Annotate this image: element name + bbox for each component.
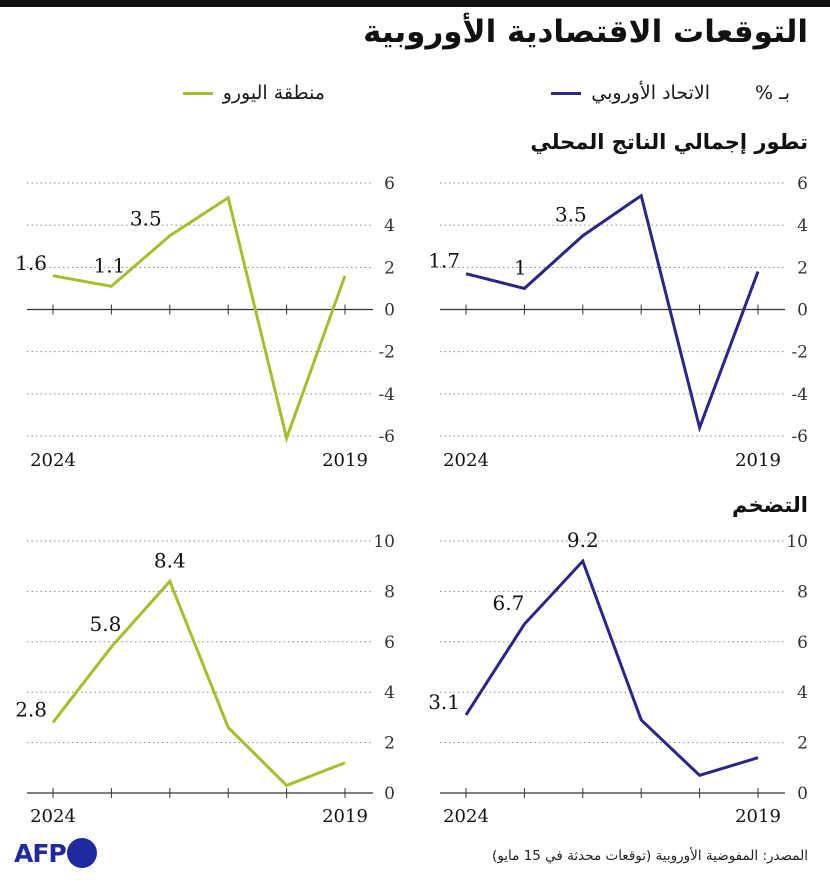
gdp-eurozone-data-label: 1.1: [93, 253, 125, 277]
inflation-eu-data-label: 9.2: [567, 528, 599, 552]
afp-logo-text: AFP: [14, 838, 67, 868]
inflation-eu-ytick-label: 4: [797, 683, 808, 703]
inflation-eurozone-data-label: 5.8: [89, 612, 121, 636]
inflation-eurozone-ytick-label: 6: [384, 633, 395, 653]
gdp-eu-ytick-label: -6: [791, 427, 808, 447]
gdp-eu-ytick-label: 0: [797, 301, 808, 321]
inflation-eurozone-data-label: 2.8: [15, 697, 47, 721]
gdp-eu-ytick-label: -2: [791, 343, 808, 363]
gdp-eurozone-data-label: 1.6: [15, 251, 47, 275]
legend-eurozone: منطقة اليورو: [182, 82, 325, 104]
gdp-eu-ytick-label: -4: [791, 385, 808, 405]
source-note: المصدر: المفوضية الأوروبية (توقعات محدثة…: [492, 848, 808, 864]
gdp-eurozone-ytick-label: -4: [378, 385, 395, 405]
gdp-eurozone-ytick-label: -6: [378, 427, 395, 447]
inflation-eurozone-data-label: 8.4: [154, 548, 186, 572]
inflation-eu-ytick-label: 6: [797, 633, 808, 653]
inflation-eu-series-line: [464, 558, 759, 778]
inflation-eu-data-label: 6.7: [492, 591, 524, 615]
legend-eurozone-swatch: [182, 91, 213, 95]
gdp-eurozone-series-line: [52, 195, 347, 444]
gdp-eurozone-xtick-label: 2024: [30, 450, 76, 471]
gdp-eu-data-label: 1: [514, 255, 527, 279]
inflation-eurozone-ytick-label: 4: [384, 683, 395, 703]
gdp-eu-xtick-label: 2019: [735, 450, 781, 471]
gdp-eu-ytick-label: 4: [797, 216, 808, 236]
inflation-eu-ytick-label: 0: [797, 784, 808, 804]
section-title-gdp: تطور إجمالي الناتج المحلي: [530, 130, 808, 154]
inflation-eu-data-label: 3.1: [428, 690, 460, 714]
legend-unit: بـ %: [755, 82, 790, 104]
inflation-eurozone-ytick-label: 8: [384, 582, 395, 602]
inflation-eurozone-xtick-label: 2019: [322, 806, 368, 827]
section-title-inflation: التضخم: [732, 493, 808, 517]
gdp-eurozone-ytick-label: 2: [384, 258, 395, 278]
gdp-eurozone-ytick-label: -2: [378, 343, 395, 363]
inflation-eurozone-series-line: [51, 578, 346, 788]
inflation-eu-xtick-label: 2019: [735, 806, 781, 827]
gdp-eu-data-label: 3.5: [555, 203, 587, 227]
gdp-eu-ytick-label: 6: [797, 174, 808, 194]
inflation-eurozone-ytick-label: 0: [384, 784, 395, 804]
top-bar: [0, 0, 830, 7]
afp-logo-dot: [66, 838, 97, 868]
inflation-eurozone-ytick-label: 10: [373, 532, 395, 552]
legend-eu: الاتحاد الأوروبي: [551, 82, 710, 104]
inflation-eurozone-ytick-label: 2: [384, 734, 395, 754]
gdp-eurozone-ytick-label: 6: [384, 174, 395, 194]
page-title: التوقعات الاقتصادية الأوروبية: [363, 14, 808, 50]
gdp-eurozone-data-label: 3.5: [130, 207, 162, 231]
legend-eu-swatch: [551, 91, 582, 95]
legend-eurozone-label: منطقة اليورو: [222, 82, 325, 104]
legend-eu-label: الاتحاد الأوروبي: [591, 82, 710, 104]
inflation-eu-ytick-label: 8: [797, 582, 808, 602]
unit-label: بـ %: [755, 82, 790, 104]
inflation-eurozone-xtick-label: 2024: [30, 806, 76, 827]
inflation-eu-ytick-label: 10: [786, 532, 808, 552]
gdp-eurozone-ytick-label: 4: [384, 216, 395, 236]
inflation-eu-ytick-label: 2: [797, 734, 808, 754]
gdp-eu-xtick-label: 2024: [443, 450, 489, 471]
afp-logo: AFP: [14, 838, 97, 868]
gdp-eu-series-line: [465, 193, 760, 433]
gdp-eu-data-label: 1.7: [428, 249, 460, 273]
gdp-eu-ytick-label: 2: [797, 258, 808, 278]
gdp-eurozone-xtick-label: 2019: [322, 450, 368, 471]
gdp-eurozone-ytick-label: 0: [384, 301, 395, 321]
inflation-eu-xtick-label: 2024: [443, 806, 489, 827]
